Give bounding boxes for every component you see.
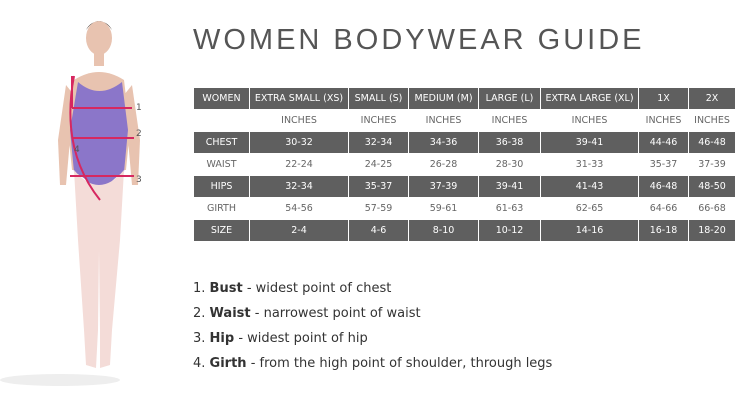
table-cell: 64-66 [638,197,689,220]
table-cell: 59-61 [408,197,479,220]
units-cell: INCHES [688,109,736,132]
table-cell: 39-41 [540,131,639,154]
table-cell: 44-46 [638,131,689,154]
note-text: - from the high point of shoulder, throu… [250,356,553,371]
table-cell: 31-33 [540,153,639,176]
header-cell: MEDIUM (M) [408,87,479,110]
table-cell: 35-37 [638,153,689,176]
header-cell: WOMEN [193,87,250,110]
table-cell: 35-37 [348,175,409,198]
figure-label: 4 [74,145,80,155]
table-cell: 46-48 [688,131,736,154]
table-cell: 18-20 [688,219,736,242]
note-number: 2. [193,306,206,321]
table-row: WAIST 22-24 24-25 26-28 28-30 31-33 35-37 37-39 [193,153,736,176]
table-cell: 57-59 [348,197,409,220]
figure: 1 2 3 4 [0,21,142,386]
note: 3. Hip - widest point of hip [193,331,552,356]
note-term: Hip [209,331,235,346]
units-cell: INCHES [638,109,689,132]
row-label: CHEST [193,131,250,154]
table-cell: 48-50 [688,175,736,198]
units-cell: INCHES [408,109,479,132]
table-cell: 46-48 [638,175,689,198]
header-cell: 1X [638,87,689,110]
table-cell: 2-4 [249,219,349,242]
note-text: - widest point of chest [246,281,392,296]
table-cell: 24-25 [348,153,409,176]
table-cell: 8-10 [408,219,479,242]
note-number: 3. [193,331,206,346]
note-term: Girth [209,356,247,371]
header-row: WOMEN EXTRA SMALL (XS) SMALL (S) MEDIUM (M)… [193,87,736,110]
header-cell: 2X [688,87,736,110]
table-row: SIZE 2-4 4-6 8-10 10-12 14-16 16-18 18-20 [193,219,736,242]
row-label: GIRTH [193,197,250,220]
table-row: HIPS 32-34 35-37 37-39 39-41 41-43 46-48 48-50 [193,175,736,198]
table-cell: 16-18 [638,219,689,242]
note-text: - narrowest point of waist [254,306,421,321]
units-cell: INCHES [478,109,541,132]
note-number: 1. [193,281,206,296]
table-cell: 54-56 [249,197,349,220]
figure-label: 1 [136,103,142,113]
notes: 1. Bust - widest point of chest 2. Waist … [193,281,552,381]
note-term: Waist [209,306,251,321]
table-cell: 30-32 [249,131,349,154]
table-cell: 61-63 [478,197,541,220]
size-table: WOMEN EXTRA SMALL (XS) SMALL (S) MEDIUM (M)… [193,87,736,242]
note: 1. Bust - widest point of chest [193,281,552,306]
units-cell: INCHES [540,109,639,132]
table-cell: 32-34 [249,175,349,198]
table-cell: 41-43 [540,175,639,198]
table-row: GIRTH 54-56 57-59 59-61 61-63 62-65 64-66 66-68 [193,197,736,220]
figure-label: 3 [136,175,142,185]
header-cell: EXTRA SMALL (XS) [249,87,349,110]
table-cell: 10-12 [478,219,541,242]
note-number: 4. [193,356,206,371]
note-term: Bust [209,281,243,296]
note: 4. Girth - from the high point of should… [193,356,552,381]
units-cell: INCHES [249,109,349,132]
units-row: INCHES INCHES INCHES INCHES INCHES INCHES INCH… [193,109,736,132]
row-label: WAIST [193,153,250,176]
table-cell: 4-6 [348,219,409,242]
table-cell: 62-65 [540,197,639,220]
row-label: HIPS [193,175,250,198]
table-cell: 32-34 [348,131,409,154]
units-cell [193,109,250,132]
note: 2. Waist - narrowest point of waist [193,306,552,331]
table-cell: 28-30 [478,153,541,176]
table-cell: 34-36 [408,131,479,154]
table-cell: 66-68 [688,197,736,220]
table-cell: 37-39 [688,153,736,176]
table-cell: 36-38 [478,131,541,154]
title: WOMEN BODYWEAR GUIDE [193,24,645,56]
table-cell: 26-28 [408,153,479,176]
table-row: CHEST 30-32 32-34 34-36 36-38 39-41 44-46 46-48 [193,131,736,154]
row-label: SIZE [193,219,250,242]
table-cell: 14-16 [540,219,639,242]
note-text: - widest point of hip [238,331,368,346]
header-cell: LARGE (L) [478,87,541,110]
table-cell: 22-24 [249,153,349,176]
header-cell: SMALL (S) [348,87,409,110]
header-cell: EXTRA LARGE (XL) [540,87,639,110]
figure-label: 2 [136,129,142,139]
units-cell: INCHES [348,109,409,132]
table-cell: 37-39 [408,175,479,198]
table-cell: 39-41 [478,175,541,198]
